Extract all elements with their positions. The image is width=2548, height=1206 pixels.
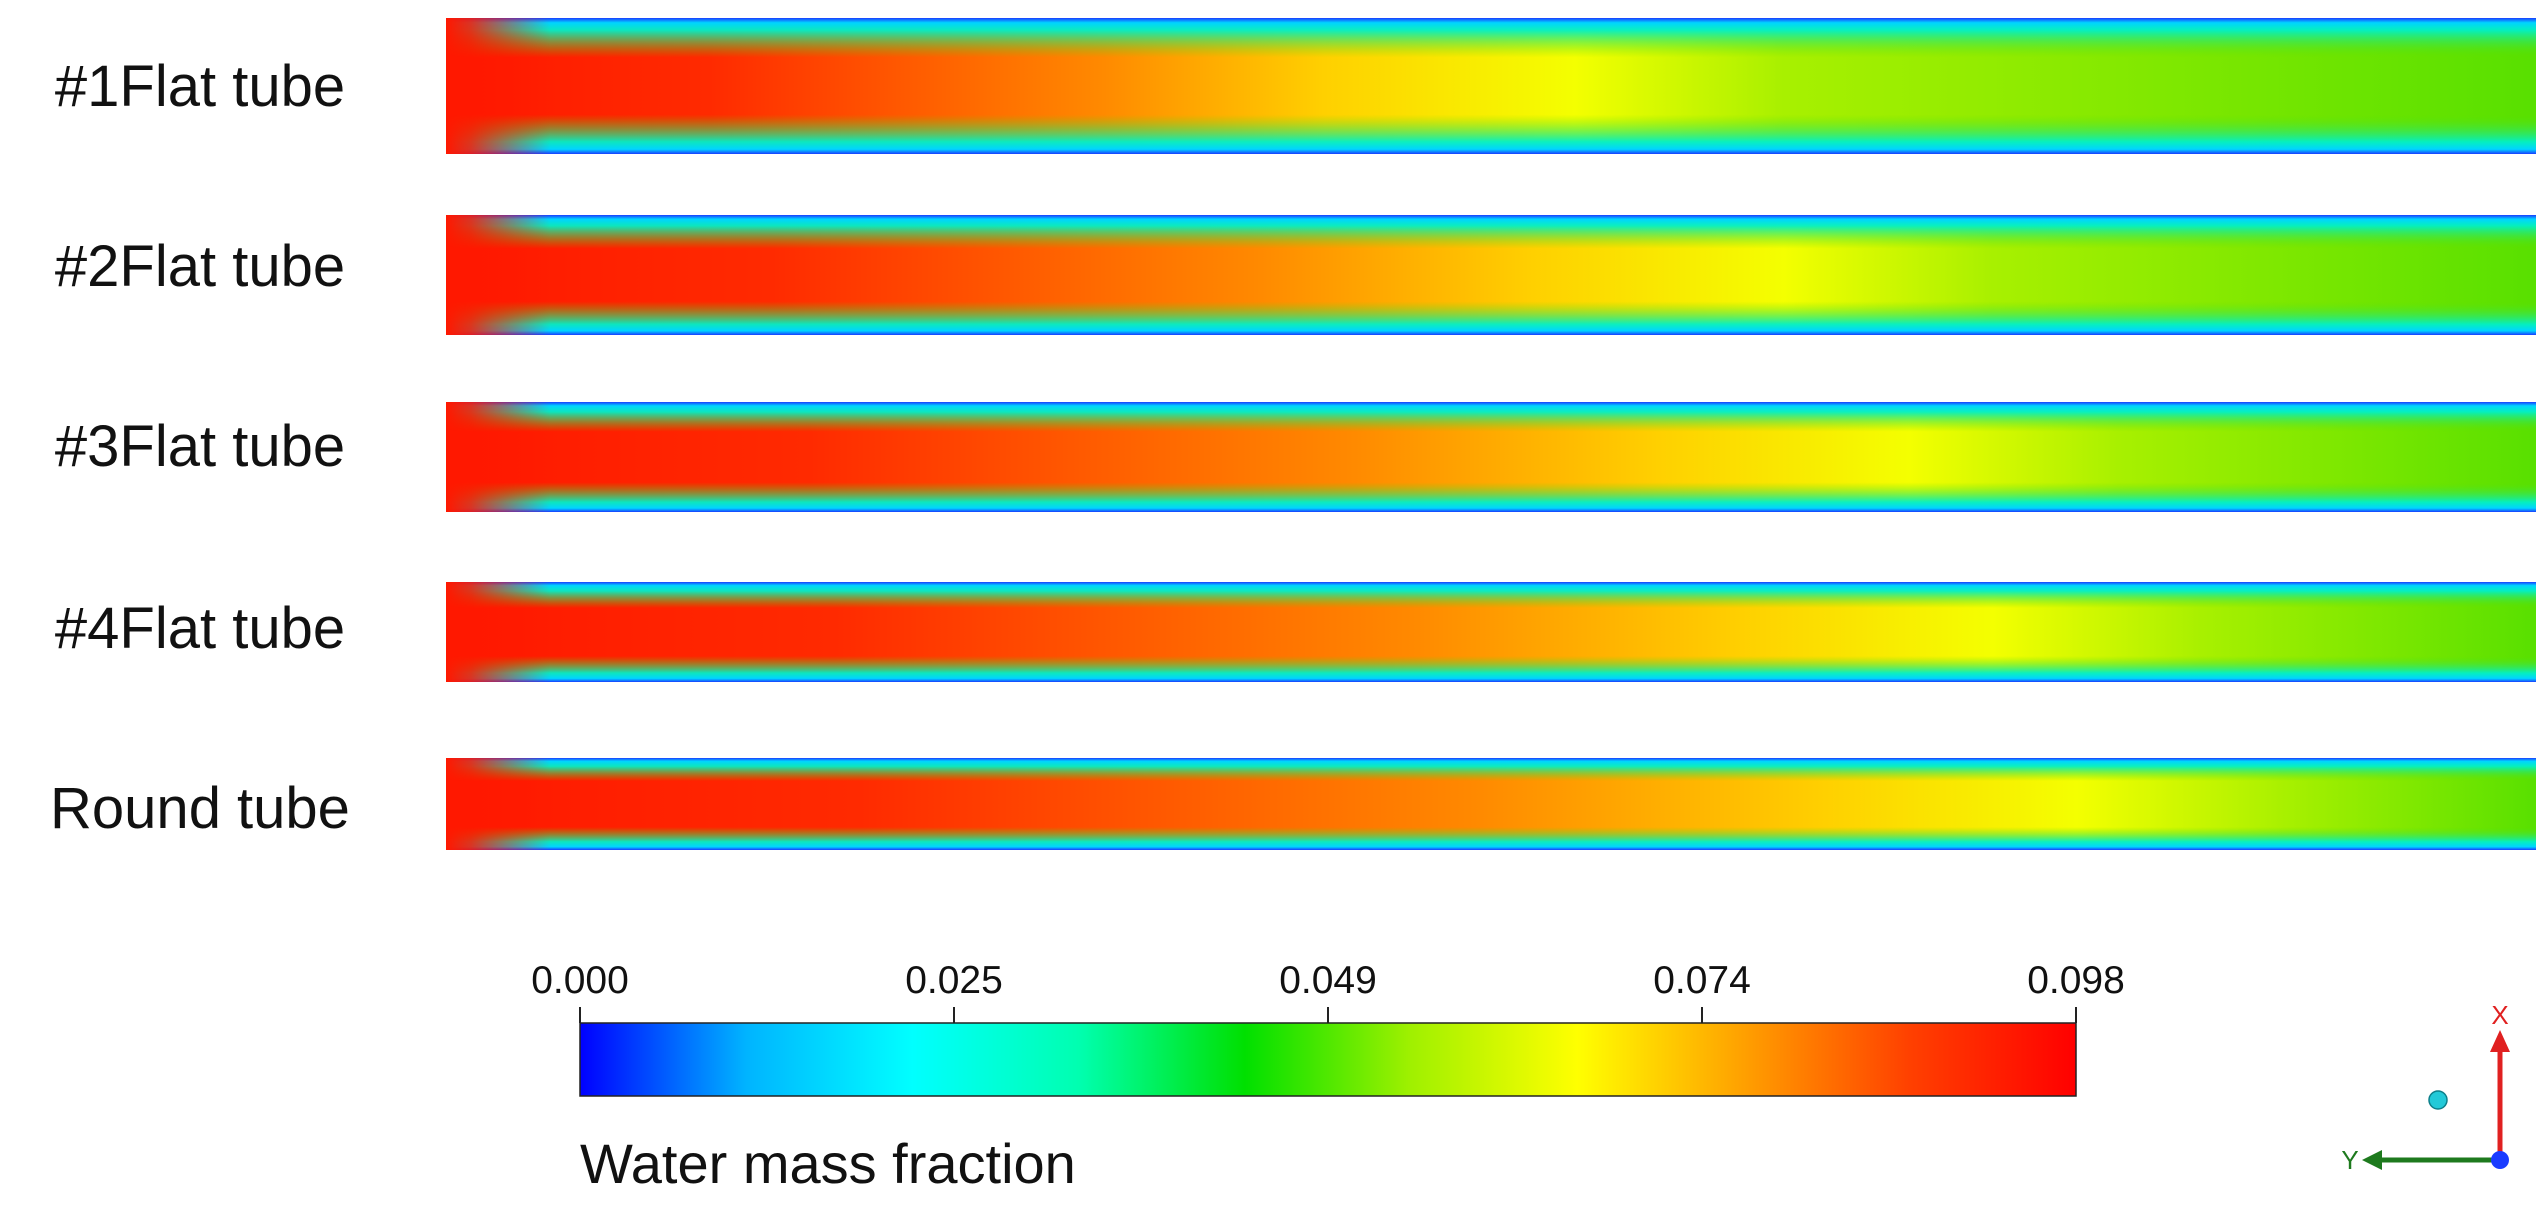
- contour-inlet-region: [446, 215, 2536, 335]
- contour-inlet-region: [446, 582, 2536, 682]
- tube-label-2: #2Flat tube: [54, 234, 346, 299]
- legend-colorbar: [579, 1022, 2077, 1097]
- legend-tick-label: 0.074: [1653, 959, 1751, 1002]
- tube-contour-5: [446, 758, 2536, 850]
- legend-title: Water mass fraction: [580, 1132, 1076, 1195]
- tube-contour-3: [446, 402, 2536, 512]
- contour-inlet-region: [446, 402, 2536, 512]
- legend-tick-label: 0.000: [531, 959, 629, 1002]
- tube-label-1: #1Flat tube: [54, 54, 346, 119]
- tube-contour-2: [446, 215, 2536, 335]
- legend-tick-label: 0.025: [905, 959, 1003, 1002]
- y-axis-label: Y: [2341, 1145, 2358, 1175]
- z-axis-dot: [2491, 1151, 2509, 1169]
- tube-label-3: #3Flat tube: [54, 414, 346, 479]
- contour-inlet-region: [446, 758, 2536, 850]
- x-axis-arrowhead: [2490, 1030, 2510, 1052]
- tube-label-5: Round tube: [50, 776, 350, 841]
- tube-contour-1: [446, 18, 2536, 154]
- tube-label-4: #4Flat tube: [54, 596, 346, 661]
- legend-tick-label: 0.049: [1279, 959, 1377, 1002]
- x-axis-label: X: [2491, 1000, 2508, 1030]
- triad-view-sphere: [2428, 1090, 2448, 1110]
- contour-inlet-region: [446, 18, 2536, 154]
- axes-triad: X Y: [2330, 990, 2548, 1201]
- legend-tick-label: 0.098: [2027, 959, 2125, 1002]
- tube-contour-4: [446, 582, 2536, 682]
- y-axis-arrowhead: [2362, 1150, 2382, 1170]
